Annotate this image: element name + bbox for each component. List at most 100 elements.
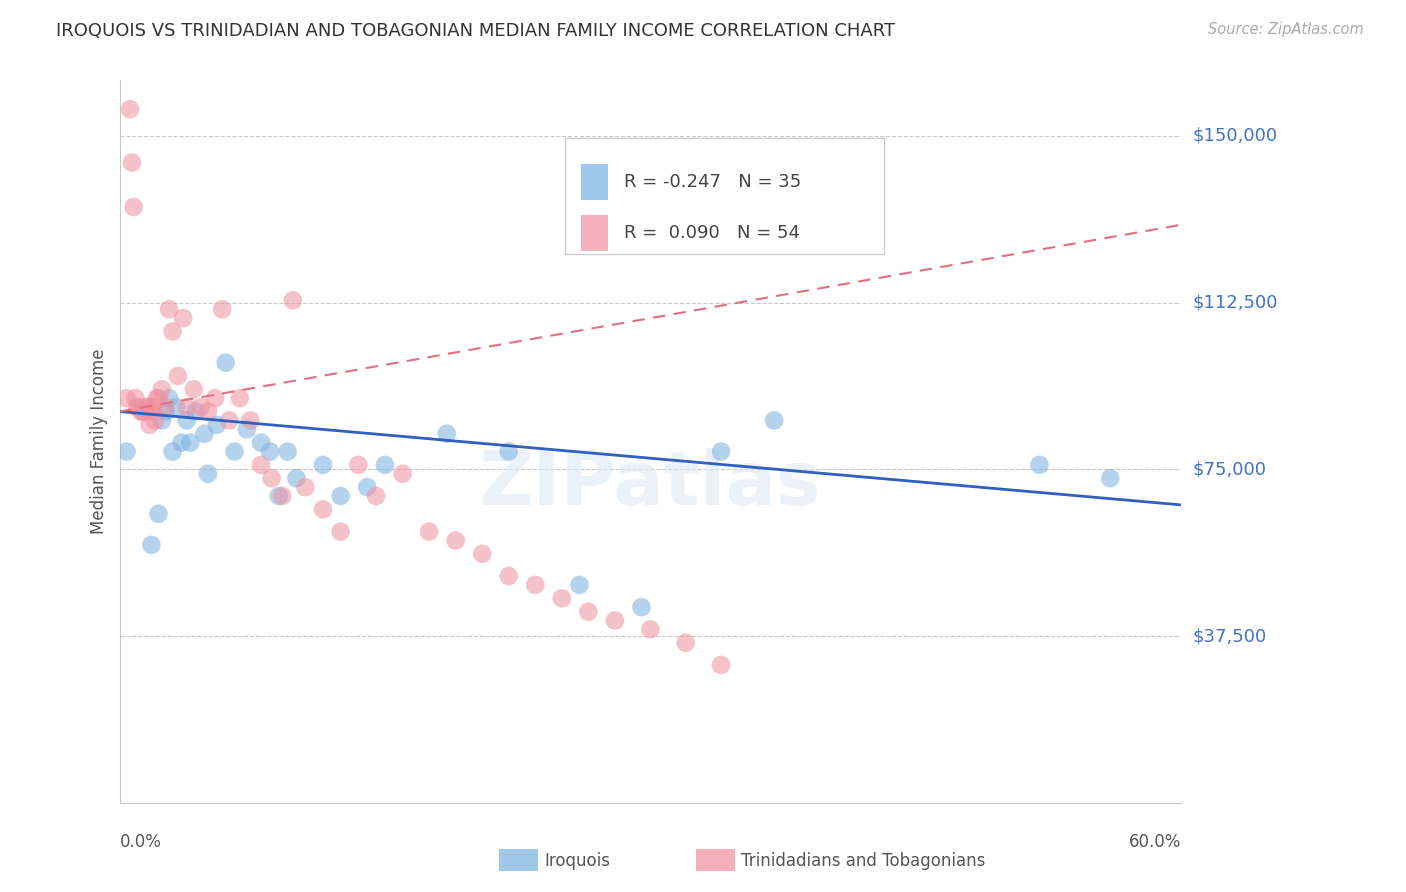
Point <box>294 480 316 494</box>
Point <box>250 458 273 472</box>
Point <box>148 391 170 405</box>
Y-axis label: Median Family Income: Median Family Income <box>90 349 108 534</box>
Point <box>205 417 228 432</box>
Point <box>364 489 387 503</box>
Point <box>271 489 294 503</box>
Point <box>190 400 212 414</box>
Point <box>630 600 652 615</box>
Point <box>347 458 370 472</box>
Point <box>120 102 142 116</box>
Point <box>145 391 167 405</box>
Text: 0.0%: 0.0% <box>120 833 162 851</box>
Text: $150,000: $150,000 <box>1192 127 1277 145</box>
Point <box>576 605 599 619</box>
Point <box>204 391 226 405</box>
Point <box>155 400 177 414</box>
Text: R =  0.090   N = 54: R = 0.090 N = 54 <box>624 224 800 242</box>
Point <box>1028 458 1050 472</box>
Text: R = -0.247   N = 35: R = -0.247 N = 35 <box>624 173 801 191</box>
Point <box>197 467 219 481</box>
Point <box>184 404 207 418</box>
Point <box>603 614 626 628</box>
Point <box>179 435 201 450</box>
FancyBboxPatch shape <box>581 164 607 200</box>
Point <box>131 404 153 418</box>
Point <box>281 293 304 308</box>
Point <box>498 444 520 458</box>
Point <box>312 502 335 516</box>
Point <box>675 636 697 650</box>
Text: Trinidadians and Tobagonians: Trinidadians and Tobagonians <box>741 852 986 870</box>
Point <box>214 356 236 370</box>
Text: $37,500: $37,500 <box>1192 627 1267 645</box>
Point <box>136 400 159 414</box>
Point <box>638 623 662 637</box>
Point <box>197 404 219 418</box>
Point <box>127 400 149 414</box>
Point <box>143 413 166 427</box>
Point <box>150 382 173 396</box>
Point <box>418 524 440 539</box>
Point <box>165 400 187 414</box>
Point <box>329 524 352 539</box>
Text: 60.0%: 60.0% <box>1129 833 1181 851</box>
Point <box>172 311 194 326</box>
Point <box>710 657 733 672</box>
Point <box>568 578 591 592</box>
Point <box>471 547 494 561</box>
Text: $75,000: $75,000 <box>1192 460 1267 478</box>
Point <box>129 404 152 418</box>
Point <box>115 444 138 458</box>
Point <box>551 591 574 606</box>
Point <box>218 413 240 427</box>
Point <box>141 404 163 418</box>
Point <box>124 391 146 405</box>
Point <box>260 471 283 485</box>
Point <box>498 569 520 583</box>
Point <box>193 426 215 441</box>
Point <box>444 533 467 548</box>
Point <box>267 489 290 503</box>
Point <box>128 400 150 414</box>
FancyBboxPatch shape <box>565 138 884 253</box>
Point <box>183 382 205 396</box>
Point <box>710 444 733 458</box>
Point <box>224 444 246 458</box>
Point <box>285 471 308 485</box>
Point <box>122 200 145 214</box>
Point <box>155 404 177 418</box>
Point <box>134 404 156 418</box>
Point <box>763 413 786 427</box>
Text: Source: ZipAtlas.com: Source: ZipAtlas.com <box>1208 22 1364 37</box>
Point <box>229 391 252 405</box>
Point <box>356 480 378 494</box>
Point <box>141 538 163 552</box>
Point <box>259 444 281 458</box>
Point <box>391 467 413 481</box>
Point <box>211 302 233 317</box>
Point <box>176 413 198 427</box>
FancyBboxPatch shape <box>581 215 607 251</box>
Text: IROQUOIS VS TRINIDADIAN AND TOBAGONIAN MEDIAN FAMILY INCOME CORRELATION CHART: IROQUOIS VS TRINIDADIAN AND TOBAGONIAN M… <box>56 22 896 40</box>
Point <box>142 400 165 414</box>
Text: $112,500: $112,500 <box>1192 293 1278 311</box>
Text: Iroquois: Iroquois <box>544 852 610 870</box>
Point <box>150 413 173 427</box>
Point <box>115 391 138 405</box>
Point <box>170 435 193 450</box>
Point <box>167 368 190 383</box>
Point <box>176 400 198 414</box>
Point <box>1099 471 1122 485</box>
Text: ZIPatlas: ZIPatlas <box>479 449 821 522</box>
Point <box>436 426 458 441</box>
Point <box>524 578 547 592</box>
Point <box>157 391 180 405</box>
Point <box>312 458 335 472</box>
Point <box>162 325 184 339</box>
Point <box>250 435 273 450</box>
Point <box>374 458 396 472</box>
Point <box>138 417 160 432</box>
Point <box>239 413 262 427</box>
Point <box>329 489 352 503</box>
Point <box>277 444 299 458</box>
